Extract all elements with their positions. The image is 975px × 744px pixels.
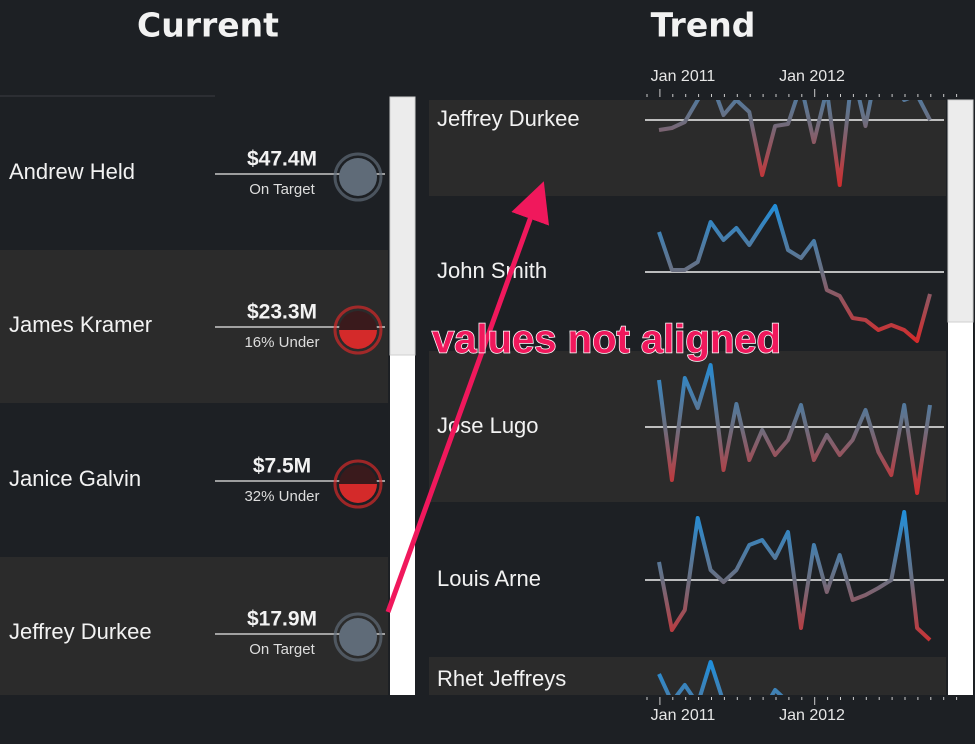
row-name: John Smith xyxy=(437,258,547,283)
row-name: Jeffrey Durkee xyxy=(9,619,152,644)
gauge xyxy=(339,158,377,196)
arrow xyxy=(385,181,550,613)
gauge xyxy=(339,618,377,656)
row-name: Janice Galvin xyxy=(9,466,141,491)
row-status: 32% Under xyxy=(244,488,319,505)
gauge-fill xyxy=(339,330,377,349)
gauge-ring xyxy=(333,305,383,355)
row-name: James Kramer xyxy=(9,312,152,337)
sparkline-group xyxy=(645,510,944,642)
row-value: $23.3M xyxy=(247,301,317,324)
row xyxy=(0,557,388,695)
section-title: Trend xyxy=(651,6,756,45)
sparkline-group xyxy=(645,204,944,343)
sparkline xyxy=(658,100,932,187)
row-name: Rhet Jeffreys xyxy=(437,666,566,691)
row-name: Louis Arne xyxy=(437,566,541,591)
row-value: $17.9M xyxy=(247,608,317,631)
x-axis-label: Jan 2012 xyxy=(779,68,845,85)
gauge-ring xyxy=(333,152,383,202)
annotation: values not aligned xyxy=(432,318,781,362)
sparkline xyxy=(657,510,932,642)
scrollbar-thumb[interactable] xyxy=(389,96,416,356)
sparkline-group xyxy=(645,100,944,187)
row-status: On Target xyxy=(249,181,315,198)
sparkline xyxy=(657,660,784,695)
row xyxy=(0,404,388,556)
sparkline-group xyxy=(645,363,944,495)
row-name: Jeffrey Durkee xyxy=(437,106,580,131)
row-name: Andrew Held xyxy=(9,159,135,184)
x-axis-label: Jan 2011 xyxy=(651,68,716,85)
gauge-ring xyxy=(333,612,383,662)
row-value: $47.4M xyxy=(247,148,317,171)
section-title: Current xyxy=(137,6,279,45)
sparkline-group xyxy=(657,660,784,695)
sparkline xyxy=(657,363,932,495)
row-status: On Target xyxy=(249,641,315,658)
x-axis-label: Jan 2011 xyxy=(651,707,716,724)
row-value: $7.5M xyxy=(253,455,311,478)
x-axis-label: Jan 2012 xyxy=(779,707,845,724)
row-status: 16% Under xyxy=(244,334,319,351)
sparkline xyxy=(657,204,932,343)
row xyxy=(0,97,388,249)
gauge-fill xyxy=(339,484,377,503)
scrollbar-thumb[interactable] xyxy=(947,99,974,323)
gauge-ring xyxy=(333,459,383,509)
